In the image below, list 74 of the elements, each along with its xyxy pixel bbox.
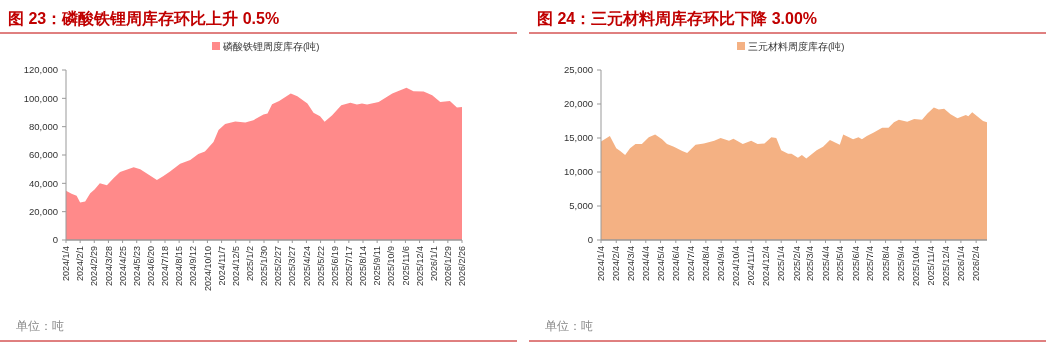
x-tick-label: 2024/2/29 [89, 246, 100, 287]
x-tick-label: 2025/8/14 [358, 246, 369, 287]
x-tick-label: 2024/11/7 [216, 246, 227, 286]
chart-title: 图 24：三元材料周库存环比下降 3.00% [537, 10, 818, 27]
x-tick-label: 2025/2/4 [791, 246, 802, 282]
x-tick-label: 2025/9/4 [895, 246, 906, 282]
x-tick-label: 2025/12/4 [414, 246, 425, 287]
y-tick-label: 60,000 [28, 149, 58, 161]
x-tick-label: 2024/5/4 [655, 246, 666, 282]
x-tick-label: 2025/11/6 [400, 246, 411, 286]
x-tick-label: 2024/8/4 [701, 246, 712, 282]
text: 单位：吨 [16, 319, 64, 333]
x-tick-label: 2025/11/4 [926, 246, 937, 286]
chart-title: 图 23：磷酸铁锂周库存环比上升 0.5% [8, 10, 280, 27]
legend-label: 磷酸铁锂周度库存(吨) [222, 41, 320, 52]
x-tick-label: 2024/6/20 [146, 246, 157, 287]
x-tick-label: 2024/3/28 [103, 246, 114, 287]
x-tick-label: 2025/7/17 [344, 246, 355, 287]
y-tick-label: 20,000 [28, 205, 58, 217]
x-tick-label: 2025/4/24 [301, 246, 312, 287]
x-tick-label: 2025/5/4 [835, 246, 846, 282]
x-tick-label: 2024/7/4 [685, 246, 696, 282]
x-tick-label: 2024/3/4 [625, 246, 636, 282]
x-tick-label: 2025/3/4 [805, 246, 816, 282]
x-tick-label: 2024/12/5 [230, 246, 241, 287]
y-tick-label: 100,000 [23, 92, 58, 104]
x-tick-label: 2024/8/15 [174, 246, 185, 287]
x-tick-label: 2024/4/25 [117, 246, 128, 287]
x-tick-label: 2024/6/4 [670, 246, 681, 282]
x-tick-label: 2026/2/26 [457, 246, 468, 287]
x-tick-label: 2024/10/4 [731, 246, 742, 287]
x-tick-label: 2026/2/4 [971, 246, 982, 282]
y-tick-label: 0 [52, 234, 58, 246]
x-tick-label: 2025/8/4 [880, 246, 891, 282]
x-tick-label: 2025/2/27 [273, 246, 284, 287]
legend-label: 三元材料周度库存(吨) [748, 41, 845, 52]
y-tick-label: 15,000 [563, 132, 593, 144]
x-tick-label: 2024/11/4 [746, 246, 757, 286]
text: 单位：吨 [545, 319, 593, 333]
x-tick-label: 2025/1/4 [776, 246, 787, 282]
x-tick-label: 2025/6/4 [850, 246, 861, 282]
x-tick-label: 2025/10/4 [910, 246, 921, 287]
y-tick-label: 0 [587, 234, 593, 246]
x-tick-label: 2025/6/19 [329, 246, 340, 287]
x-tick-label: 2025/7/4 [865, 246, 876, 282]
y-tick-label: 80,000 [28, 120, 58, 132]
x-tick-label: 2024/9/4 [716, 246, 727, 282]
x-tick-label: 2026/1/4 [956, 246, 967, 282]
x-tick-label: 2025/10/9 [386, 246, 397, 287]
x-tick-label: 2024/12/4 [761, 246, 772, 287]
x-tick-label: 2024/2/1 [75, 246, 86, 282]
x-tick-label: 2024/2/4 [611, 246, 622, 282]
y-tick-label: 40,000 [28, 177, 58, 189]
x-tick-label: 2025/12/4 [940, 246, 951, 287]
x-tick-label: 2025/4/4 [820, 246, 831, 282]
x-tick-label: 2025/5/22 [315, 246, 326, 287]
x-tick-label: 2024/1/4 [596, 246, 607, 282]
x-tick-label: 2025/9/11 [372, 246, 383, 286]
x-tick-label: 2024/5/23 [131, 246, 142, 287]
y-tick-label: 10,000 [563, 166, 593, 178]
x-tick-label: 2025/3/27 [287, 246, 298, 287]
x-tick-label: 2024/1/4 [61, 246, 72, 282]
x-tick-label: 2024/10/10 [202, 246, 213, 292]
y-tick-label: 5,000 [569, 200, 593, 212]
x-tick-label: 2024/4/4 [640, 246, 651, 282]
x-tick-label: 2025/1/30 [259, 246, 270, 287]
x-tick-label: 2026/1/29 [443, 246, 454, 287]
x-tick-label: 2025/1/2 [245, 246, 256, 282]
y-tick-label: 25,000 [563, 64, 593, 76]
x-tick-label: 2026/1/1 [428, 246, 439, 282]
y-tick-label: 120,000 [23, 64, 58, 76]
x-tick-label: 2024/7/18 [160, 246, 171, 287]
x-tick-label: 2024/9/12 [188, 246, 199, 287]
y-tick-label: 20,000 [563, 98, 593, 110]
